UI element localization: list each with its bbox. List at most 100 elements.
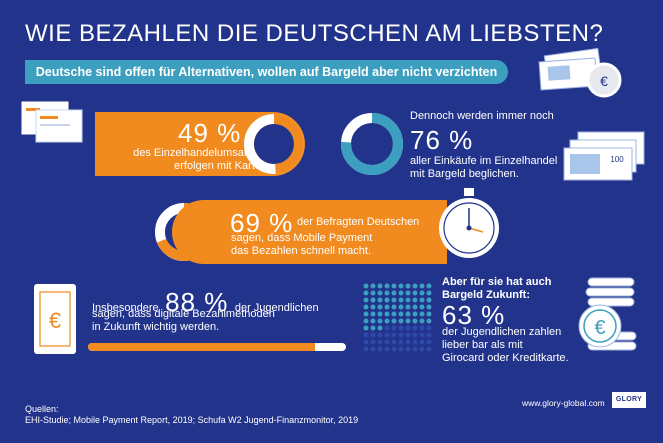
stat-cash-donut	[341, 113, 403, 175]
page-title: WIE BEZAHLEN DIE DEUTSCHEN AM LIEBSTEN?	[25, 20, 604, 47]
grid-dot	[391, 332, 397, 338]
grid-dot	[419, 332, 425, 338]
grid-dot	[419, 304, 425, 310]
grid-dot	[405, 297, 411, 303]
grid-dot	[377, 304, 383, 310]
grid-dot	[426, 297, 432, 303]
sources-line: EHI-Studie; Mobile Payment Report, 2019;…	[25, 415, 359, 425]
cards-icon	[21, 101, 83, 143]
coin-stack-icon: €	[578, 277, 637, 351]
grid-dot	[419, 290, 425, 296]
stat-mobile-line2: sagen, dass Mobile Payment	[231, 232, 373, 244]
grid-dot	[398, 283, 404, 289]
grid-dot	[363, 304, 369, 310]
stat-card-text: des Einzelhandelumsatzes erfolgen mit Ka…	[108, 147, 264, 173]
banknotes-icon: 100	[563, 131, 645, 181]
grid-dot	[391, 339, 397, 345]
grid-dot	[412, 318, 418, 324]
grid-dot	[405, 290, 411, 296]
grid-dot	[384, 332, 390, 338]
cash-and-coin-icon: €	[538, 47, 622, 98]
grid-dot	[391, 346, 397, 352]
stat-cash-line2: mit Bargeld beglichen.	[410, 168, 519, 180]
grid-dot	[370, 304, 376, 310]
stat-youth-digital-value: 88 %	[165, 287, 229, 317]
banknote-denomination: 100	[610, 155, 624, 164]
grid-dot	[370, 332, 376, 338]
grid-dot	[363, 283, 369, 289]
grid-dot	[370, 318, 376, 324]
grid-dot	[384, 304, 390, 310]
grid-dot	[384, 346, 390, 352]
euro-card-symbol: €	[49, 308, 61, 333]
grid-dot	[398, 325, 404, 331]
grid-dot	[412, 297, 418, 303]
grid-dot	[391, 304, 397, 310]
grid-dot	[405, 283, 411, 289]
grid-dot	[412, 311, 418, 317]
grid-dot	[370, 290, 376, 296]
grid-dot	[419, 297, 425, 303]
grid-dot	[398, 339, 404, 345]
grid-dot	[426, 346, 432, 352]
stat-youth-digital-line3: in Zukunft wichtig werden.	[92, 321, 220, 333]
grid-dot	[363, 346, 369, 352]
grid-dot	[377, 290, 383, 296]
stat-youth-cash-dot-grid	[363, 283, 432, 352]
grid-dot	[370, 297, 376, 303]
grid-dot	[377, 283, 383, 289]
grid-dot	[384, 311, 390, 317]
coin-symbol: €	[600, 73, 608, 89]
grid-dot	[412, 339, 418, 345]
stat-youth-cash-value: 63 %	[442, 300, 506, 330]
grid-dot	[384, 283, 390, 289]
grid-dot	[398, 304, 404, 310]
grid-dot	[363, 325, 369, 331]
stat-youth-digital-prefix: Insbesondere	[92, 302, 159, 314]
grid-dot	[363, 318, 369, 324]
stat-youth-digital-line2: sagen, dass digitale Bezahlmethoden	[92, 308, 275, 320]
stat-youth-cash-text: der Jugendlichen zahlen lieber bar als m…	[442, 326, 569, 365]
stat-mobile-value: 69 %	[230, 208, 294, 238]
stat-mobile-text: sagen, dass Mobile Payment das Bezahlen …	[231, 232, 372, 258]
grid-dot	[370, 339, 376, 345]
grid-dot	[398, 297, 404, 303]
grid-dot	[377, 311, 383, 317]
grid-dot	[426, 318, 432, 324]
stat-card-line1: des Einzelhandelumsatzes	[133, 147, 264, 159]
grid-dot	[398, 290, 404, 296]
grid-dot	[363, 311, 369, 317]
grid-dot	[377, 297, 383, 303]
website-link[interactable]: www.glory-global.com	[522, 398, 605, 408]
stat-youth-cash-line5: Girocard oder Kreditkarte.	[442, 352, 569, 364]
grid-dot	[405, 318, 411, 324]
grid-dot	[426, 304, 432, 310]
grid-dot	[405, 339, 411, 345]
grid-dot	[398, 346, 404, 352]
grid-dot	[377, 325, 383, 331]
grid-dot	[377, 332, 383, 338]
stat-cash-value: 76 %	[410, 125, 474, 155]
grid-dot	[384, 297, 390, 303]
sources: Quellen: EHI-Studie; Mobile Payment Repo…	[25, 404, 358, 426]
grid-dot	[391, 297, 397, 303]
grid-dot	[419, 283, 425, 289]
grid-dot	[405, 311, 411, 317]
grid-dot	[363, 339, 369, 345]
grid-dot	[426, 339, 432, 345]
grid-dot	[391, 311, 397, 317]
stat-youth-cash-line2: Bargeld Zukunft:	[442, 289, 530, 301]
grid-dot	[426, 283, 432, 289]
grid-dot	[391, 290, 397, 296]
grid-dot	[398, 318, 404, 324]
stat-youth-digital-bar-fill	[88, 343, 316, 351]
stat-mobile-line3: das Bezahlen schnell macht.	[231, 245, 372, 257]
grid-dot	[426, 311, 432, 317]
stat-cash-intro: Dennoch werden immer noch	[410, 110, 554, 122]
stat-youth-cash-line1: Aber für sie hat auch	[442, 276, 552, 288]
stat-youth-digital-line1: Insbesondere 88 % der Jugendlichen	[92, 289, 319, 316]
stat-mobile-line1: der Befragten Deutschen	[297, 216, 420, 228]
grid-dot	[405, 304, 411, 310]
grid-dot	[412, 290, 418, 296]
subtitle-banner: Deutsche sind offen für Alternativen, wo…	[25, 60, 508, 84]
